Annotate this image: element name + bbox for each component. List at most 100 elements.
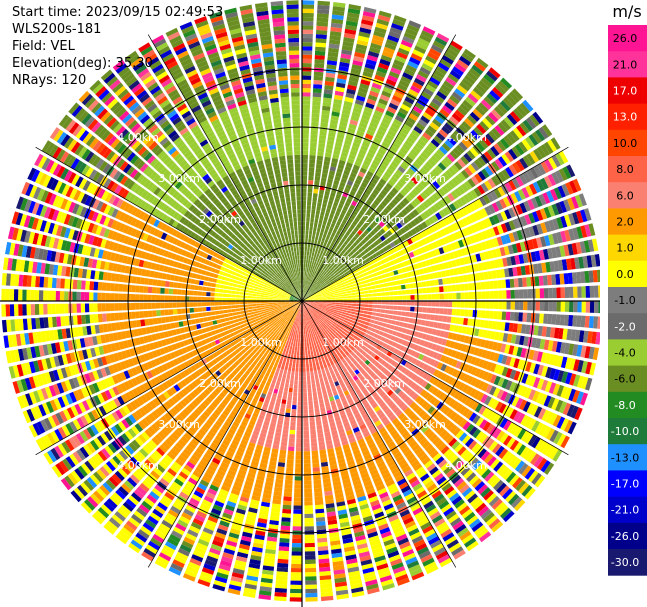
velocity-gate — [431, 214, 439, 223]
velocity-gate — [369, 223, 375, 230]
velocity-gate — [442, 245, 449, 253]
velocity-gate — [424, 219, 432, 227]
velocity-gate — [580, 225, 588, 238]
velocity-gate — [380, 309, 386, 314]
velocity-gate — [315, 287, 319, 291]
velocity-gate — [304, 246, 308, 252]
velocity-gate — [543, 313, 548, 324]
velocity-gate — [321, 270, 326, 275]
velocity-gate — [292, 534, 302, 539]
velocity-gate — [343, 143, 351, 150]
velocity-gate — [330, 119, 339, 125]
velocity-gate — [346, 290, 352, 294]
velocity-gate — [304, 547, 316, 552]
velocity-gate — [468, 245, 475, 254]
velocity-gate — [321, 282, 326, 286]
velocity-gate — [444, 101, 455, 111]
velocity-gate — [548, 219, 556, 232]
velocity-gate — [460, 183, 469, 193]
velocity-gate — [367, 50, 380, 58]
velocity-gate — [452, 66, 464, 77]
velocity-gate — [306, 375, 311, 381]
velocity-gate — [474, 173, 483, 183]
velocity-gate — [502, 301, 507, 310]
velocity-gate — [307, 242, 311, 248]
velocity-gate — [457, 158, 466, 168]
velocity-gate — [525, 185, 534, 197]
velocity-gate — [361, 280, 367, 285]
velocity-gate — [337, 276, 342, 280]
velocity-gate — [291, 404, 297, 410]
velocity-gate — [360, 320, 366, 325]
velocity-gate — [527, 199, 535, 211]
velocity-gate — [337, 269, 343, 274]
velocity-gate — [536, 237, 543, 248]
velocity-gate — [573, 286, 578, 298]
velocity-gate — [505, 166, 514, 178]
velocity-gate — [340, 195, 347, 202]
velocity-gate — [308, 171, 314, 177]
velocity-gate — [428, 216, 435, 225]
velocity-gate — [434, 115, 445, 125]
velocity-gate — [393, 239, 399, 246]
velocity-gate — [505, 94, 517, 106]
velocity-gate — [450, 316, 456, 324]
velocity-gate — [290, 580, 302, 585]
velocity-gate — [323, 278, 328, 283]
velocity-gate — [358, 284, 364, 289]
velocity-gate — [335, 141, 343, 148]
velocity-gate — [392, 286, 398, 291]
velocity-gate — [441, 142, 451, 152]
velocity-gate — [501, 169, 511, 180]
velocity-gate — [398, 79, 410, 88]
velocity-gate — [454, 231, 462, 240]
velocity-gate — [382, 86, 393, 94]
velocity-gate — [417, 223, 425, 231]
velocity-gate — [305, 597, 318, 602]
velocity-gate — [473, 187, 482, 197]
velocity-gate — [314, 287, 319, 291]
velocity-gate — [290, 375, 295, 380]
velocity-gate — [509, 111, 521, 123]
velocity-gate — [354, 250, 360, 256]
velocity-gate — [392, 315, 397, 320]
velocity-gate — [302, 200, 307, 205]
velocity-gate — [326, 60, 338, 66]
velocity-gate — [330, 294, 335, 297]
velocity-gate — [317, 390, 322, 396]
velocity-gate — [459, 196, 468, 206]
velocity-gate — [308, 400, 313, 406]
velocity-gate — [421, 261, 427, 268]
velocity-gate — [321, 173, 328, 179]
velocity-gate — [452, 147, 462, 157]
velocity-gate — [383, 186, 391, 193]
velocity-gate — [422, 201, 430, 209]
velocity-gate — [372, 34, 385, 42]
velocity-gate — [438, 188, 446, 197]
velocity-gate — [367, 311, 373, 315]
velocity-gate — [367, 261, 373, 267]
velocity-gate — [337, 288, 343, 291]
velocity-gate — [347, 303, 352, 306]
velocity-gate — [508, 91, 520, 103]
velocity-gate — [504, 233, 512, 244]
velocity-gate — [400, 103, 411, 112]
velocity-gate — [451, 308, 457, 316]
velocity-gate — [430, 155, 440, 164]
velocity-gate — [307, 384, 312, 389]
velocity-gate — [509, 278, 515, 288]
velocity-gate — [288, 442, 295, 447]
velocity-gate — [369, 144, 378, 152]
velocity-gate — [364, 307, 369, 311]
velocity-gate — [387, 74, 398, 83]
velocity-gate — [294, 492, 302, 498]
velocity-gate — [323, 160, 330, 166]
velocity-gate — [317, 278, 322, 283]
velocity-gate — [428, 234, 435, 242]
velocity-gate — [282, 360, 286, 366]
velocity-gate — [490, 145, 500, 157]
velocity-gate — [288, 387, 293, 393]
velocity-gate — [424, 161, 434, 170]
velocity-gate — [391, 320, 396, 325]
velocity-gate — [335, 260, 340, 266]
